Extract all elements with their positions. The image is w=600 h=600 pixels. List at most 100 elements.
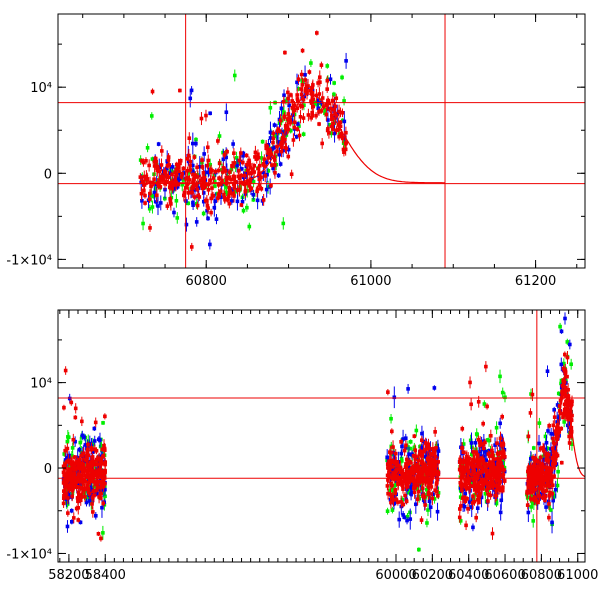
red-point xyxy=(295,97,300,101)
red-point xyxy=(550,456,555,460)
red-point xyxy=(237,158,242,163)
blue-point xyxy=(296,122,300,126)
red-point xyxy=(457,515,462,520)
red-point xyxy=(178,88,182,93)
red-point xyxy=(407,480,411,484)
blue-point xyxy=(177,177,182,181)
blue-point xyxy=(283,131,287,136)
red-point xyxy=(78,485,82,490)
red-point xyxy=(476,437,481,442)
red-point xyxy=(296,77,301,81)
red-point xyxy=(190,185,195,189)
red-point xyxy=(223,197,227,202)
red-point xyxy=(223,169,228,173)
red-point xyxy=(200,165,205,169)
red-point xyxy=(429,480,433,484)
red-point xyxy=(389,500,393,505)
red-point xyxy=(275,149,279,154)
blue-point xyxy=(397,517,401,522)
green-point xyxy=(327,122,332,127)
green-point xyxy=(325,64,330,68)
red-point xyxy=(203,198,208,203)
green-point xyxy=(458,519,463,523)
red-point xyxy=(461,460,465,465)
blue-point xyxy=(194,141,198,146)
red-point xyxy=(79,453,84,458)
red-point xyxy=(545,480,550,485)
red-point xyxy=(389,458,394,463)
green-point xyxy=(241,208,246,213)
red-point xyxy=(526,434,531,439)
red-point xyxy=(551,458,556,463)
red-point xyxy=(404,469,409,474)
red-point xyxy=(530,487,535,492)
red-point xyxy=(188,168,193,172)
blue-point xyxy=(207,170,211,174)
red-point xyxy=(475,464,480,468)
red-point xyxy=(417,489,421,494)
red-point xyxy=(421,449,426,454)
red-point xyxy=(101,454,105,459)
red-point xyxy=(481,446,486,451)
red-point xyxy=(400,483,404,487)
red-point xyxy=(460,467,465,472)
green-point xyxy=(408,446,412,451)
red-point xyxy=(231,182,236,186)
red-point xyxy=(497,473,502,477)
red-point xyxy=(300,104,305,109)
red-point xyxy=(569,403,573,408)
green-point xyxy=(141,221,145,226)
red-point xyxy=(78,479,82,484)
red-point xyxy=(314,93,319,98)
green-point xyxy=(498,374,502,379)
red-point xyxy=(569,409,573,414)
red-point xyxy=(259,186,264,191)
blue-point xyxy=(67,455,71,460)
red-point xyxy=(467,478,472,483)
red-point xyxy=(266,156,271,160)
green-point xyxy=(217,134,222,138)
green-point xyxy=(309,61,313,65)
blue-point xyxy=(555,420,559,424)
red-point xyxy=(427,467,432,472)
red-point xyxy=(394,468,398,473)
red-point xyxy=(311,104,316,109)
red-point xyxy=(338,110,343,115)
red-point xyxy=(289,93,293,97)
red-point xyxy=(526,469,531,474)
red-point xyxy=(434,482,439,486)
red-point xyxy=(222,192,226,197)
blue-point xyxy=(545,369,550,374)
red-point xyxy=(529,497,533,501)
red-point xyxy=(419,477,423,481)
red-point xyxy=(544,488,549,493)
red-point xyxy=(567,434,571,439)
red-point xyxy=(317,110,321,114)
red-point xyxy=(103,414,107,419)
red-point xyxy=(94,481,98,485)
red-point xyxy=(189,245,194,249)
blue-point xyxy=(463,491,468,496)
red-point xyxy=(498,460,503,465)
red-point xyxy=(154,159,158,164)
blue-point xyxy=(152,190,157,195)
red-point xyxy=(529,485,534,490)
green-point xyxy=(70,453,74,458)
red-point xyxy=(164,179,169,184)
blue-point xyxy=(499,498,504,503)
red-point xyxy=(489,433,493,438)
blue-point xyxy=(95,491,99,496)
red-point xyxy=(386,478,390,482)
green-point xyxy=(66,435,70,439)
red-point xyxy=(320,96,325,100)
red-point xyxy=(81,451,86,456)
red-point xyxy=(419,454,424,458)
red-point xyxy=(271,140,275,145)
blue-point xyxy=(436,447,440,451)
red-point xyxy=(165,164,170,168)
red-point xyxy=(533,487,537,492)
red-point xyxy=(501,485,505,489)
green-point xyxy=(145,146,150,150)
red-point xyxy=(433,468,437,472)
red-point xyxy=(326,98,330,103)
